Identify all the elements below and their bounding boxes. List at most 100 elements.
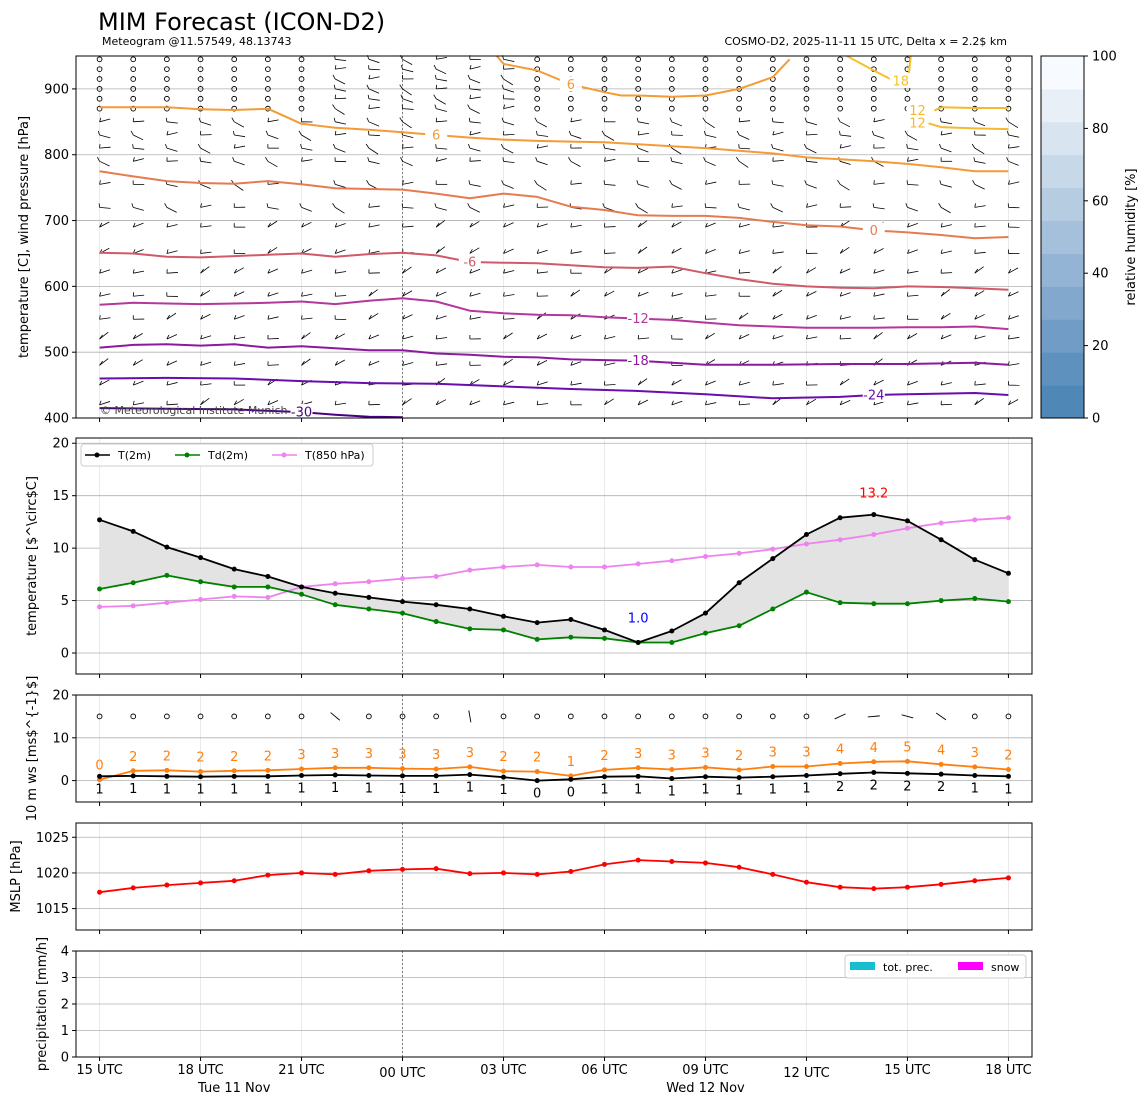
wind-barb bbox=[166, 147, 178, 152]
contour-label: 12 bbox=[909, 104, 926, 119]
wind-barb bbox=[671, 317, 683, 320]
wind-barb bbox=[301, 147, 313, 151]
y-tick-label: 0 bbox=[61, 774, 69, 789]
wind-barb bbox=[940, 334, 952, 340]
surface-wind-barb bbox=[901, 714, 914, 719]
series-td2m-point bbox=[501, 627, 507, 633]
wind-mean-point bbox=[702, 774, 708, 780]
wind-max-point bbox=[702, 764, 708, 770]
wind-barb-feather bbox=[332, 203, 336, 208]
series-t2m-point bbox=[299, 584, 305, 590]
wind-barb bbox=[267, 182, 279, 185]
wind-barb bbox=[840, 145, 851, 149]
wind-barb bbox=[907, 134, 918, 141]
wind-barb-feather bbox=[1008, 361, 1010, 366]
wind-barb-feather bbox=[940, 291, 945, 297]
mslp-point bbox=[501, 870, 507, 876]
wind-barb-feather bbox=[503, 380, 506, 386]
wind-barb bbox=[907, 222, 918, 228]
wind-barb bbox=[166, 132, 178, 136]
wind-mean-point bbox=[433, 773, 439, 779]
wind-barb-feather bbox=[469, 268, 473, 274]
wind-barb-feather bbox=[368, 314, 372, 320]
wind-barb bbox=[436, 337, 448, 340]
mslp-point bbox=[467, 871, 473, 877]
wind-barb bbox=[537, 223, 548, 228]
calm-wind-marker bbox=[231, 76, 238, 82]
calm-wind-marker bbox=[567, 713, 574, 720]
wind-barb-feather bbox=[233, 130, 235, 136]
wind-barb-feather bbox=[803, 143, 807, 149]
wind-barb-feather bbox=[500, 74, 504, 80]
wind-barb-feather bbox=[738, 334, 742, 340]
wind-barb-feather bbox=[635, 203, 639, 208]
wind-barb-feather bbox=[469, 94, 472, 99]
y-tick-label: 400 bbox=[44, 412, 69, 427]
series-td2m-point bbox=[265, 584, 271, 590]
wind-barb bbox=[503, 105, 515, 110]
colorbar-band bbox=[1041, 187, 1084, 222]
wind-barb-feather bbox=[200, 223, 202, 228]
wind-barb bbox=[536, 333, 548, 340]
calm-wind-marker bbox=[130, 76, 137, 82]
calm-wind-marker bbox=[601, 105, 608, 112]
y-tick-label: 1025 bbox=[36, 831, 69, 846]
wind-barb-feather bbox=[570, 180, 572, 185]
series-t850-point bbox=[265, 594, 271, 600]
calm-wind-marker bbox=[1005, 86, 1012, 92]
wind-barb bbox=[671, 269, 683, 274]
wind-barb bbox=[705, 294, 717, 297]
wind-barb-feather bbox=[671, 315, 673, 320]
wind-mean-line bbox=[99, 771, 1009, 782]
calm-wind-marker bbox=[668, 56, 675, 63]
calm-wind-marker bbox=[164, 66, 170, 73]
wind-max-point bbox=[770, 763, 776, 769]
calm-wind-marker bbox=[635, 76, 642, 82]
calm-wind-marker bbox=[1005, 66, 1012, 73]
wind-barb bbox=[334, 207, 345, 214]
series-t2m-point bbox=[332, 590, 338, 596]
wind-barb bbox=[166, 403, 178, 406]
wind-max-point bbox=[433, 766, 439, 772]
wind-barb bbox=[234, 160, 245, 166]
wind-barb-feather bbox=[604, 291, 608, 297]
wind-mean-value-label: 1 bbox=[499, 783, 507, 798]
wind-barb-feather bbox=[940, 334, 944, 340]
wind-barb-feather bbox=[435, 361, 438, 366]
wind-barb-feather bbox=[200, 291, 204, 297]
wind-barb bbox=[570, 224, 582, 228]
calm-wind-marker bbox=[534, 105, 541, 112]
wind-barb bbox=[368, 160, 380, 165]
wind-barb-feather bbox=[367, 157, 370, 162]
wind-barb-feather bbox=[669, 117, 673, 122]
calm-wind-marker bbox=[769, 56, 776, 63]
wind-barb bbox=[301, 207, 312, 212]
wind-barb-feather bbox=[301, 269, 304, 274]
legend-marker-t850 bbox=[281, 452, 287, 458]
wind-max-point bbox=[601, 767, 607, 773]
wind-barb bbox=[368, 58, 380, 64]
wind-barb-feather bbox=[738, 222, 741, 228]
x-tick-label: 03 UTC bbox=[480, 1063, 526, 1078]
wind-barb-feather bbox=[332, 143, 336, 149]
wind-max-value-label: 3 bbox=[802, 745, 810, 760]
humidity-colorbar: 0 20 40 60 80 100 relative humidity [%] bbox=[1040, 50, 1139, 427]
wind-barb-feather bbox=[166, 380, 169, 386]
series-t2m-point bbox=[568, 616, 574, 622]
wind-barb bbox=[1008, 315, 1019, 320]
wind-mean-value-label: 1 bbox=[196, 783, 204, 798]
wind-barb bbox=[705, 332, 716, 340]
wind-barb bbox=[99, 331, 109, 340]
wind-barb-feather bbox=[536, 400, 539, 405]
contour-label: -6 bbox=[463, 256, 476, 271]
calm-wind-marker bbox=[1005, 76, 1012, 82]
wind-barb bbox=[974, 398, 984, 406]
wind-barb-feather bbox=[839, 315, 842, 320]
wind-max-value-label: 4 bbox=[937, 743, 945, 758]
wind-barb bbox=[1008, 267, 1019, 274]
wind-mean-point bbox=[400, 773, 406, 779]
wind-barb bbox=[873, 401, 885, 406]
temperature-series: 13.2 1.0 bbox=[97, 487, 1011, 646]
legend-swatch-snow bbox=[958, 962, 983, 970]
wind-mean-value-label: 1 bbox=[95, 782, 103, 797]
